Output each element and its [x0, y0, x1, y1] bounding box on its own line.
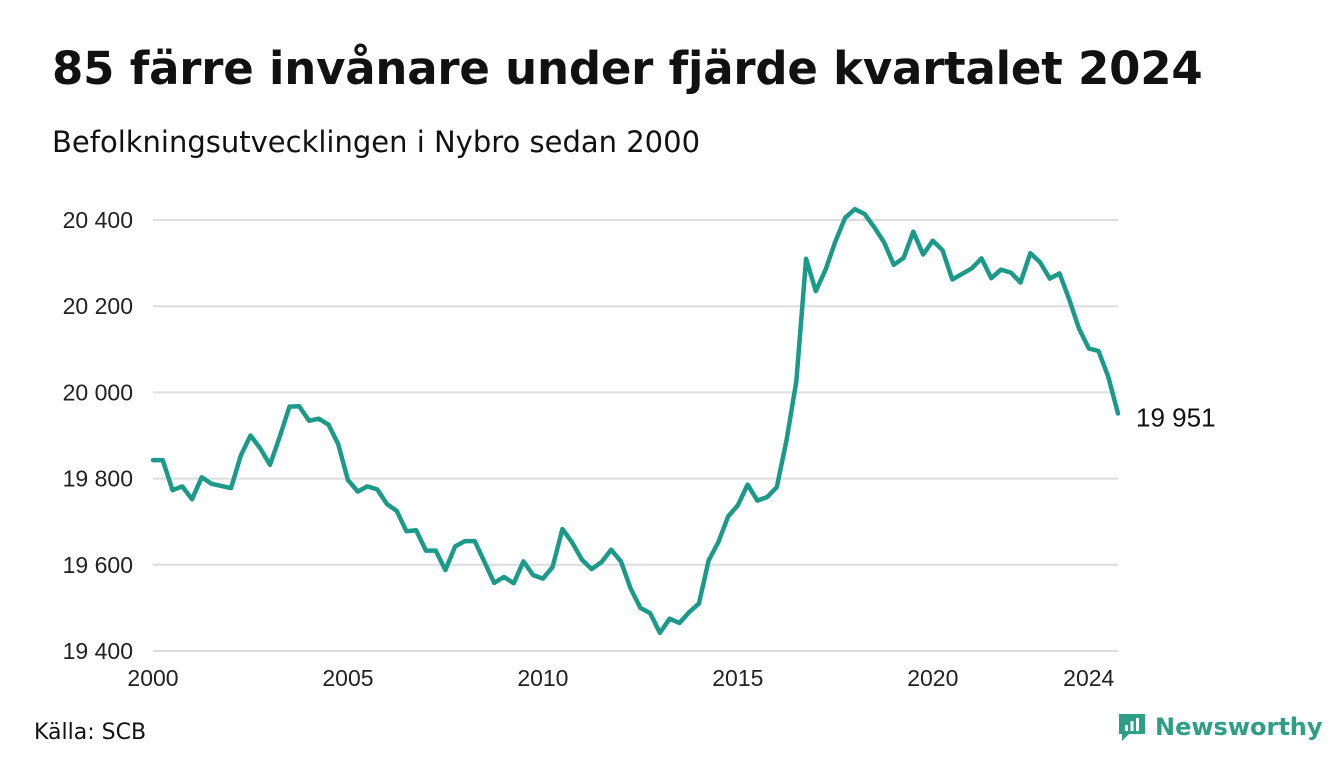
x-axis: 2000 2005 2010 2015 2020 2024	[127, 665, 1114, 691]
x-tick-label: 2005	[322, 665, 373, 691]
x-tick-label: 2024	[1063, 665, 1114, 691]
x-tick-label: 2015	[712, 665, 763, 691]
end-value-label: 19 951	[1136, 403, 1216, 433]
series-line	[150, 206, 1121, 636]
y-tick-label: 19 800	[63, 466, 133, 492]
source-note: Källa: SCB	[34, 720, 147, 745]
y-tick-label: 20 000	[63, 379, 133, 405]
grid-lines	[153, 219, 1118, 652]
line-chart: 19 400 19 600 19 800 20 000 20 200 20 400 200…	[63, 206, 1216, 691]
y-tick-label: 19 600	[63, 552, 133, 578]
x-tick-label: 2020	[907, 665, 958, 691]
brand-logo: Newsworthy	[1117, 712, 1323, 742]
y-tick-label: 19 400	[63, 638, 133, 664]
x-tick-label: 2000	[127, 665, 178, 691]
chart-title: 85 färre invånare under fjärde kvartalet…	[52, 42, 1203, 95]
x-tick-label: 2010	[517, 665, 568, 691]
newsworthy-logo-icon	[1119, 714, 1145, 741]
y-tick-label: 20 400	[63, 207, 133, 233]
brand-name: Newsworthy	[1155, 713, 1323, 741]
y-tick-label: 20 200	[63, 293, 133, 319]
y-axis: 19 400 19 600 19 800 20 000 20 200 20 400	[63, 207, 133, 664]
chart-subtitle: Befolkningsutvecklingen i Nybro sedan 20…	[52, 125, 701, 159]
